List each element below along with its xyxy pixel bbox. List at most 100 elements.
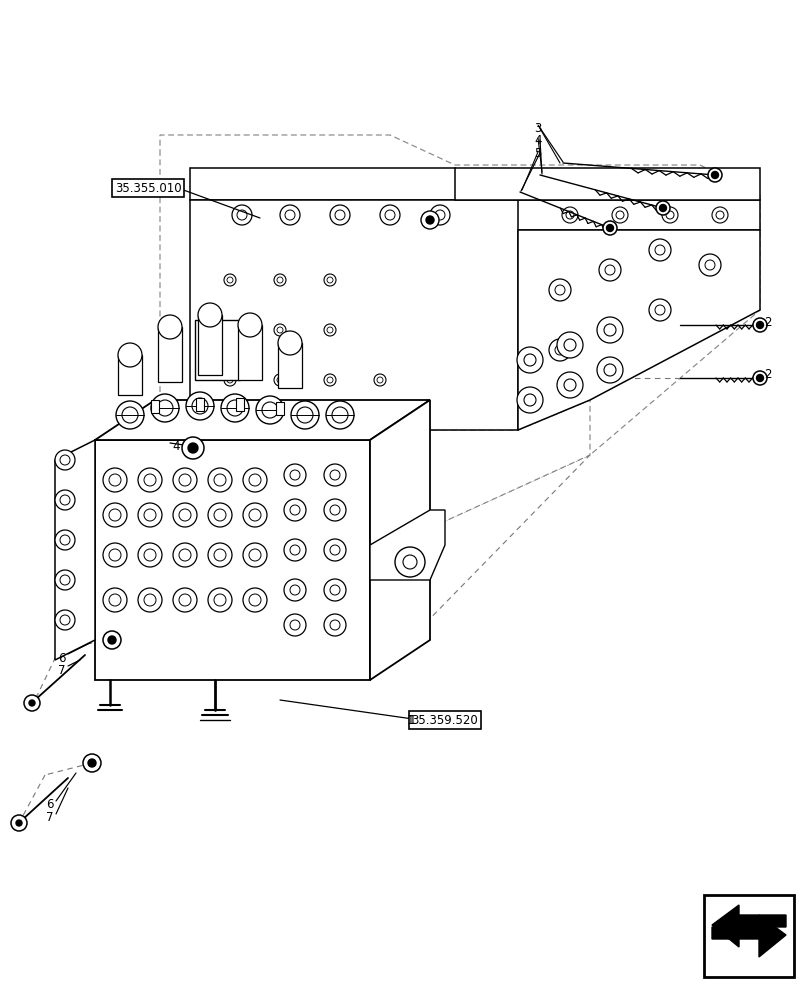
Circle shape (237, 210, 247, 220)
Circle shape (88, 759, 96, 767)
Circle shape (103, 543, 127, 567)
Text: 6: 6 (58, 652, 66, 664)
Circle shape (227, 277, 233, 283)
Circle shape (376, 377, 383, 383)
Circle shape (325, 401, 354, 429)
Circle shape (214, 509, 225, 521)
Circle shape (188, 443, 198, 453)
Text: 6: 6 (46, 798, 54, 811)
Circle shape (596, 317, 622, 343)
Text: 3: 3 (534, 122, 541, 135)
Text: 5: 5 (534, 147, 541, 160)
Text: 4: 4 (172, 440, 179, 452)
Circle shape (284, 579, 306, 601)
Circle shape (238, 313, 262, 337)
Circle shape (599, 319, 620, 341)
Circle shape (603, 221, 616, 235)
Circle shape (242, 588, 267, 612)
Circle shape (564, 339, 575, 351)
Circle shape (324, 499, 345, 521)
Circle shape (273, 274, 285, 286)
Circle shape (374, 374, 385, 386)
Circle shape (556, 332, 582, 358)
Circle shape (324, 374, 336, 386)
Text: 7: 7 (58, 664, 66, 676)
Circle shape (756, 322, 762, 328)
Circle shape (60, 535, 70, 545)
Circle shape (242, 503, 267, 527)
Polygon shape (190, 200, 517, 430)
Polygon shape (238, 325, 262, 380)
Circle shape (648, 299, 670, 321)
Circle shape (564, 379, 575, 391)
Circle shape (109, 549, 121, 561)
Circle shape (224, 274, 236, 286)
Polygon shape (276, 402, 284, 415)
Circle shape (16, 820, 22, 826)
Circle shape (435, 210, 444, 220)
Circle shape (109, 594, 121, 606)
Polygon shape (198, 315, 221, 375)
Circle shape (430, 205, 449, 225)
Polygon shape (95, 400, 430, 440)
Circle shape (611, 207, 627, 223)
Circle shape (144, 594, 156, 606)
Circle shape (151, 394, 178, 422)
Polygon shape (517, 230, 759, 430)
Circle shape (752, 318, 766, 332)
Circle shape (698, 254, 720, 276)
Circle shape (324, 464, 345, 486)
Circle shape (273, 324, 285, 336)
Circle shape (329, 620, 340, 630)
Circle shape (704, 260, 714, 270)
Text: 35.355.010: 35.355.010 (114, 182, 181, 195)
Polygon shape (190, 400, 590, 560)
Circle shape (173, 503, 197, 527)
Polygon shape (195, 320, 240, 380)
Circle shape (221, 394, 249, 422)
Circle shape (55, 570, 75, 590)
Circle shape (144, 474, 156, 486)
Circle shape (335, 210, 345, 220)
Circle shape (402, 555, 417, 569)
Circle shape (249, 509, 260, 521)
Circle shape (24, 695, 40, 711)
Circle shape (262, 402, 277, 418)
Polygon shape (158, 327, 182, 382)
Circle shape (659, 205, 666, 212)
Circle shape (191, 398, 208, 414)
Circle shape (249, 594, 260, 606)
Circle shape (665, 211, 673, 219)
Circle shape (604, 325, 614, 335)
Circle shape (277, 331, 302, 355)
Circle shape (60, 615, 70, 625)
Polygon shape (454, 168, 759, 200)
Circle shape (178, 594, 191, 606)
Circle shape (138, 468, 162, 492)
Polygon shape (55, 440, 95, 660)
Circle shape (565, 211, 573, 219)
Bar (703, 895, 793, 977)
Circle shape (29, 700, 35, 706)
Polygon shape (195, 398, 204, 411)
Circle shape (186, 392, 214, 420)
Circle shape (548, 279, 570, 301)
Circle shape (394, 547, 424, 577)
Polygon shape (370, 510, 444, 580)
Circle shape (332, 407, 348, 423)
Circle shape (290, 545, 299, 555)
Circle shape (752, 371, 766, 385)
Circle shape (648, 239, 670, 261)
Polygon shape (236, 398, 243, 411)
Circle shape (242, 468, 267, 492)
Polygon shape (95, 440, 370, 680)
Circle shape (707, 168, 721, 182)
Text: 4: 4 (534, 134, 541, 147)
Circle shape (297, 407, 312, 423)
Text: 2: 2 (763, 368, 770, 381)
Circle shape (157, 400, 173, 416)
Circle shape (603, 364, 616, 376)
Circle shape (138, 503, 162, 527)
Circle shape (103, 468, 127, 492)
Text: 1: 1 (408, 713, 415, 726)
